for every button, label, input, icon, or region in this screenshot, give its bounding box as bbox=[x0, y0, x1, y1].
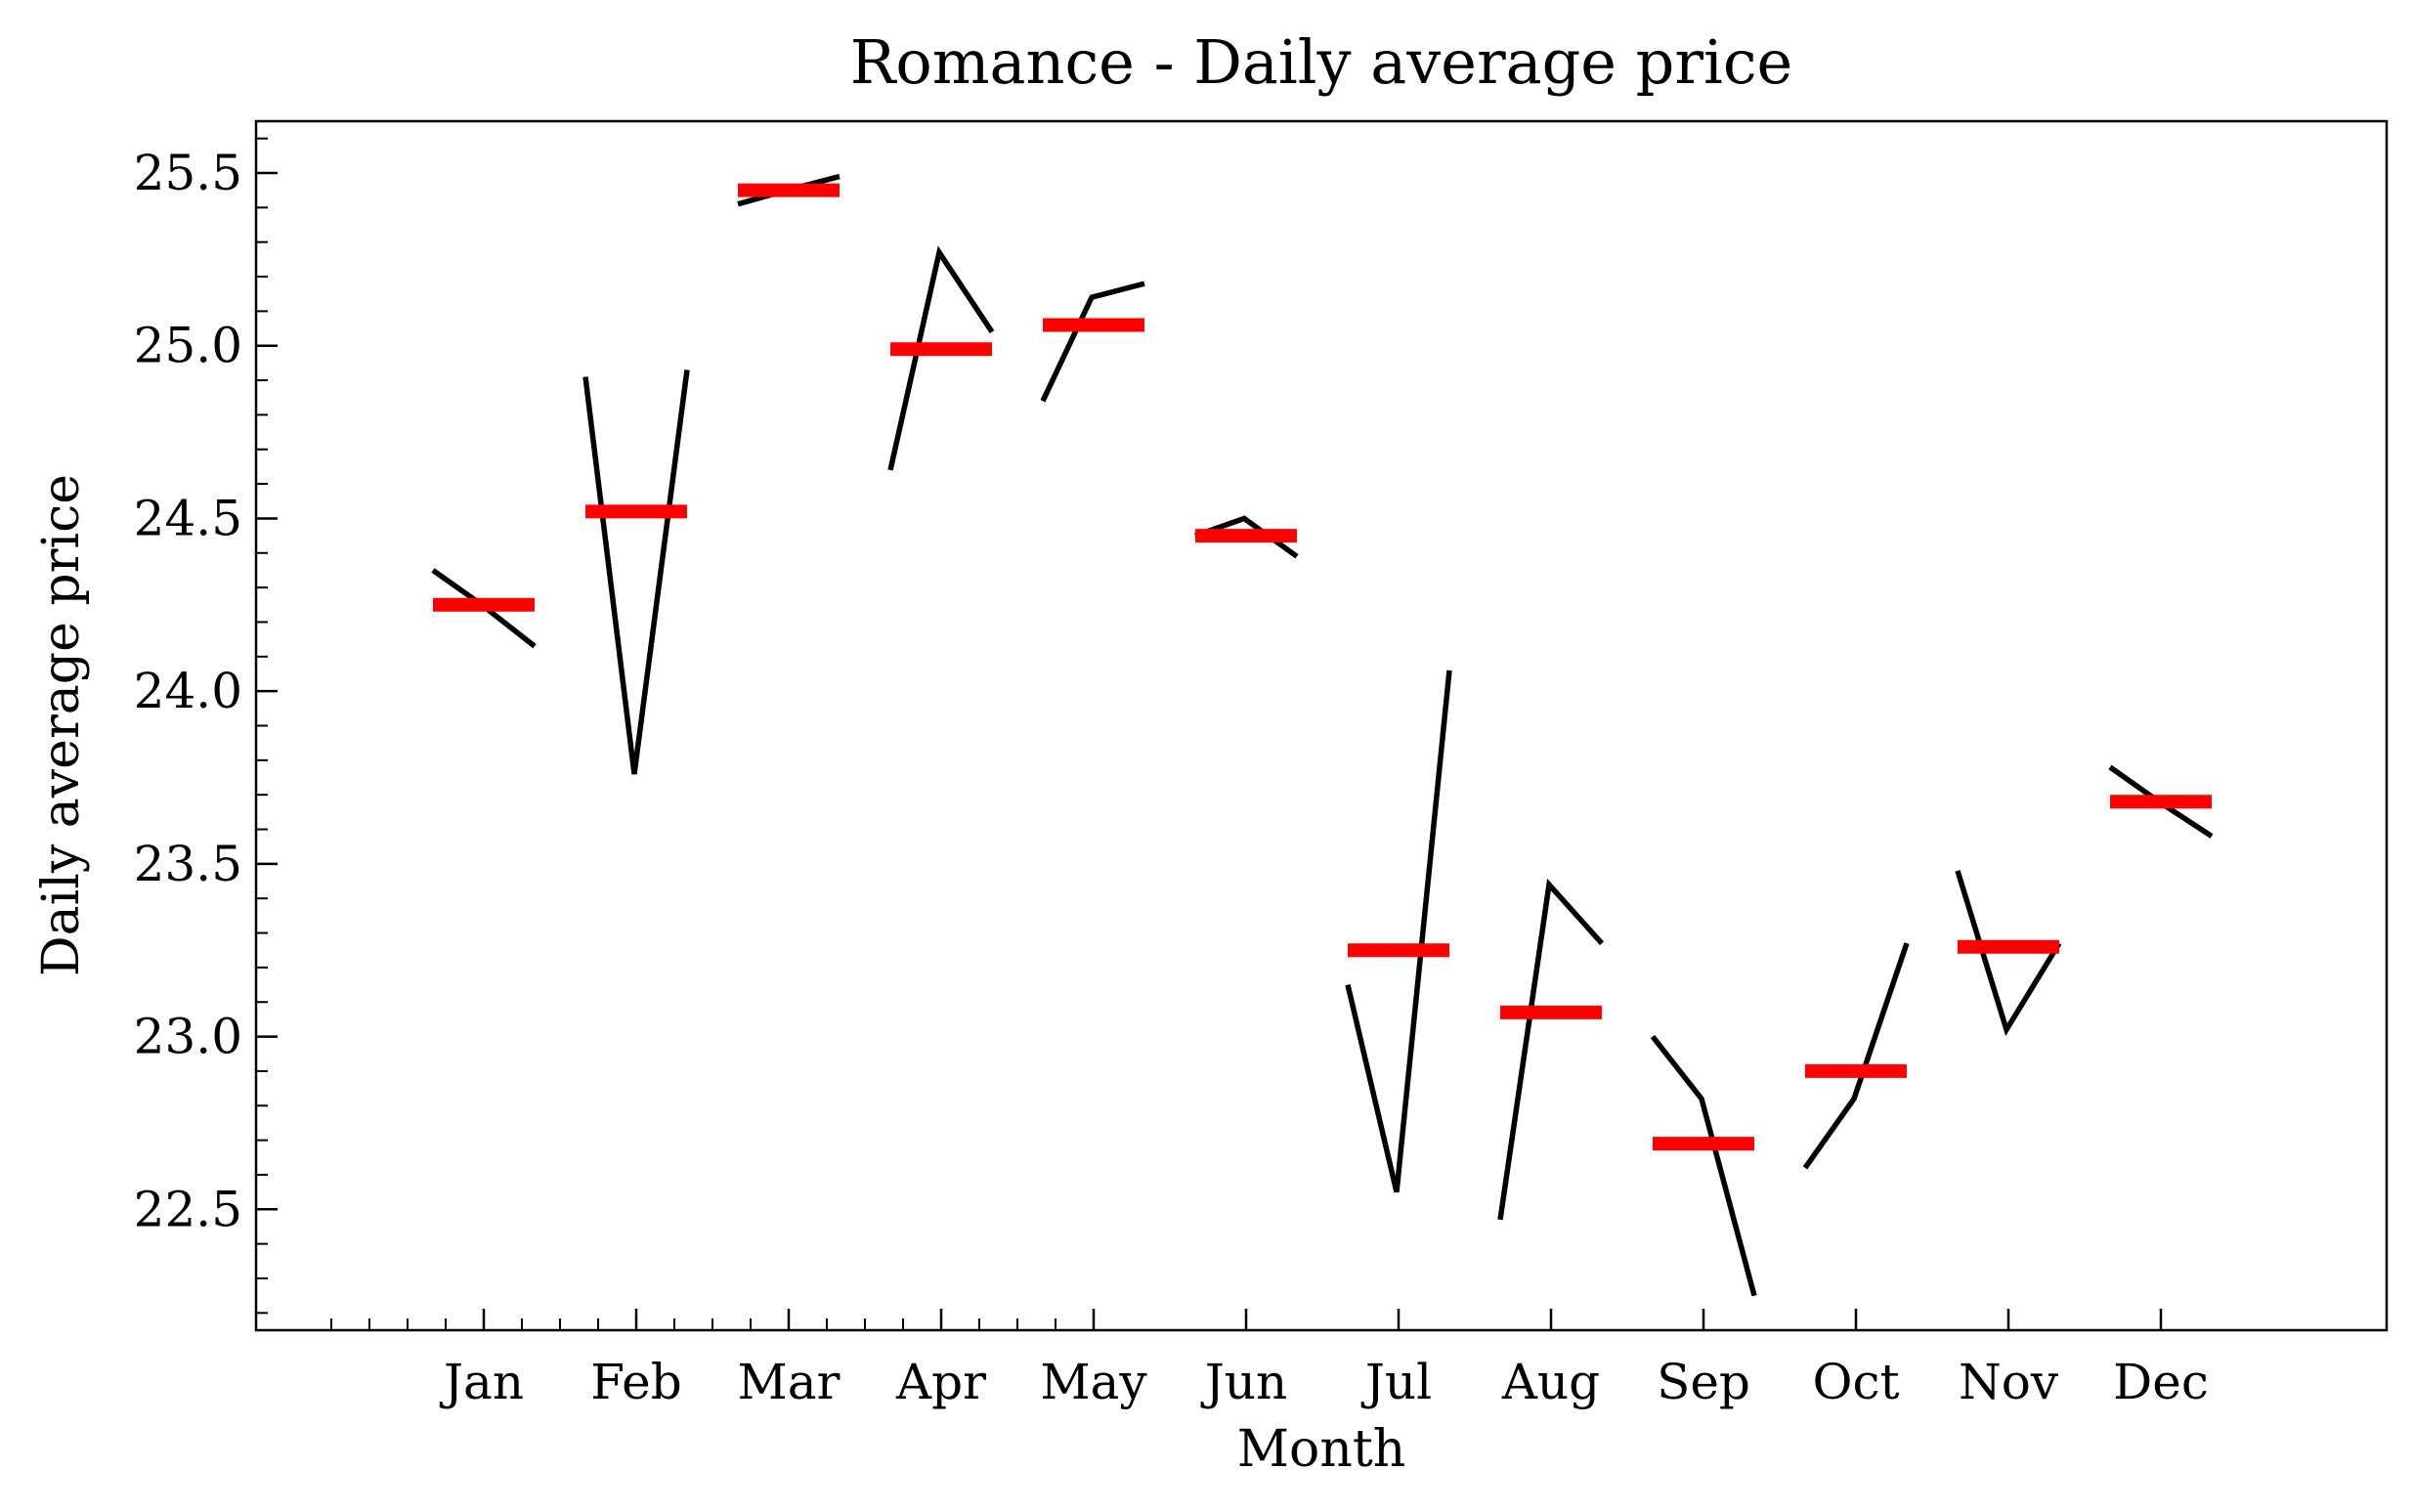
x-tick-label: Feb bbox=[590, 1354, 682, 1410]
trend-line-oct bbox=[1802, 942, 1910, 1170]
x-tick-label: Mar bbox=[738, 1354, 841, 1410]
y-tick-label: 25.5 bbox=[134, 145, 242, 201]
plot-area bbox=[254, 119, 2389, 1332]
y-tick-label: 24.0 bbox=[134, 663, 242, 719]
y-tick-label: 23.0 bbox=[134, 1009, 242, 1065]
trend-line-apr bbox=[887, 245, 995, 471]
x-tick-label: Dec bbox=[2113, 1354, 2209, 1410]
y-axis-ticks: 22.5 23.0 23.5 24.0 24.5 25.0 25.5 bbox=[134, 145, 278, 1237]
y-axis-label: Daily average price bbox=[32, 474, 91, 976]
monthly-mean-markers bbox=[433, 183, 2212, 1151]
trend-line-sep bbox=[1650, 1034, 1757, 1297]
x-axis-label: Month bbox=[1237, 1420, 1405, 1479]
x-axis-ticks: Jan Feb Mar Apr May Jun Jul Aug Sep Oct Nov Dec bbox=[439, 1309, 2209, 1410]
y-tick-label: 24.5 bbox=[134, 490, 242, 546]
trend-line-jul bbox=[1345, 670, 1452, 1193]
x-tick-label: May bbox=[1040, 1354, 1147, 1410]
y-tick-label: 22.5 bbox=[134, 1181, 242, 1237]
trend-line-nov bbox=[1955, 870, 2062, 1037]
x-tick-label: Sep bbox=[1657, 1354, 1750, 1410]
x-tick-label: Nov bbox=[1959, 1354, 2059, 1410]
x-tick-label: Jun bbox=[1200, 1354, 1287, 1410]
x-tick-label: Apr bbox=[895, 1354, 986, 1410]
minor-ticks bbox=[256, 137, 1056, 1330]
x-tick-label: Oct bbox=[1812, 1354, 1899, 1410]
x-tick-label: Aug bbox=[1501, 1354, 1600, 1410]
x-tick-label: Jul bbox=[1360, 1354, 1432, 1410]
x-tick-label: Jan bbox=[439, 1354, 524, 1410]
chart-title: Romance - Daily average price bbox=[850, 26, 1792, 98]
y-tick-label: 23.5 bbox=[134, 836, 242, 892]
trend-line-may bbox=[1040, 281, 1145, 403]
y-tick-label: 25.0 bbox=[134, 318, 242, 374]
trend-line-aug bbox=[1497, 878, 1605, 1221]
